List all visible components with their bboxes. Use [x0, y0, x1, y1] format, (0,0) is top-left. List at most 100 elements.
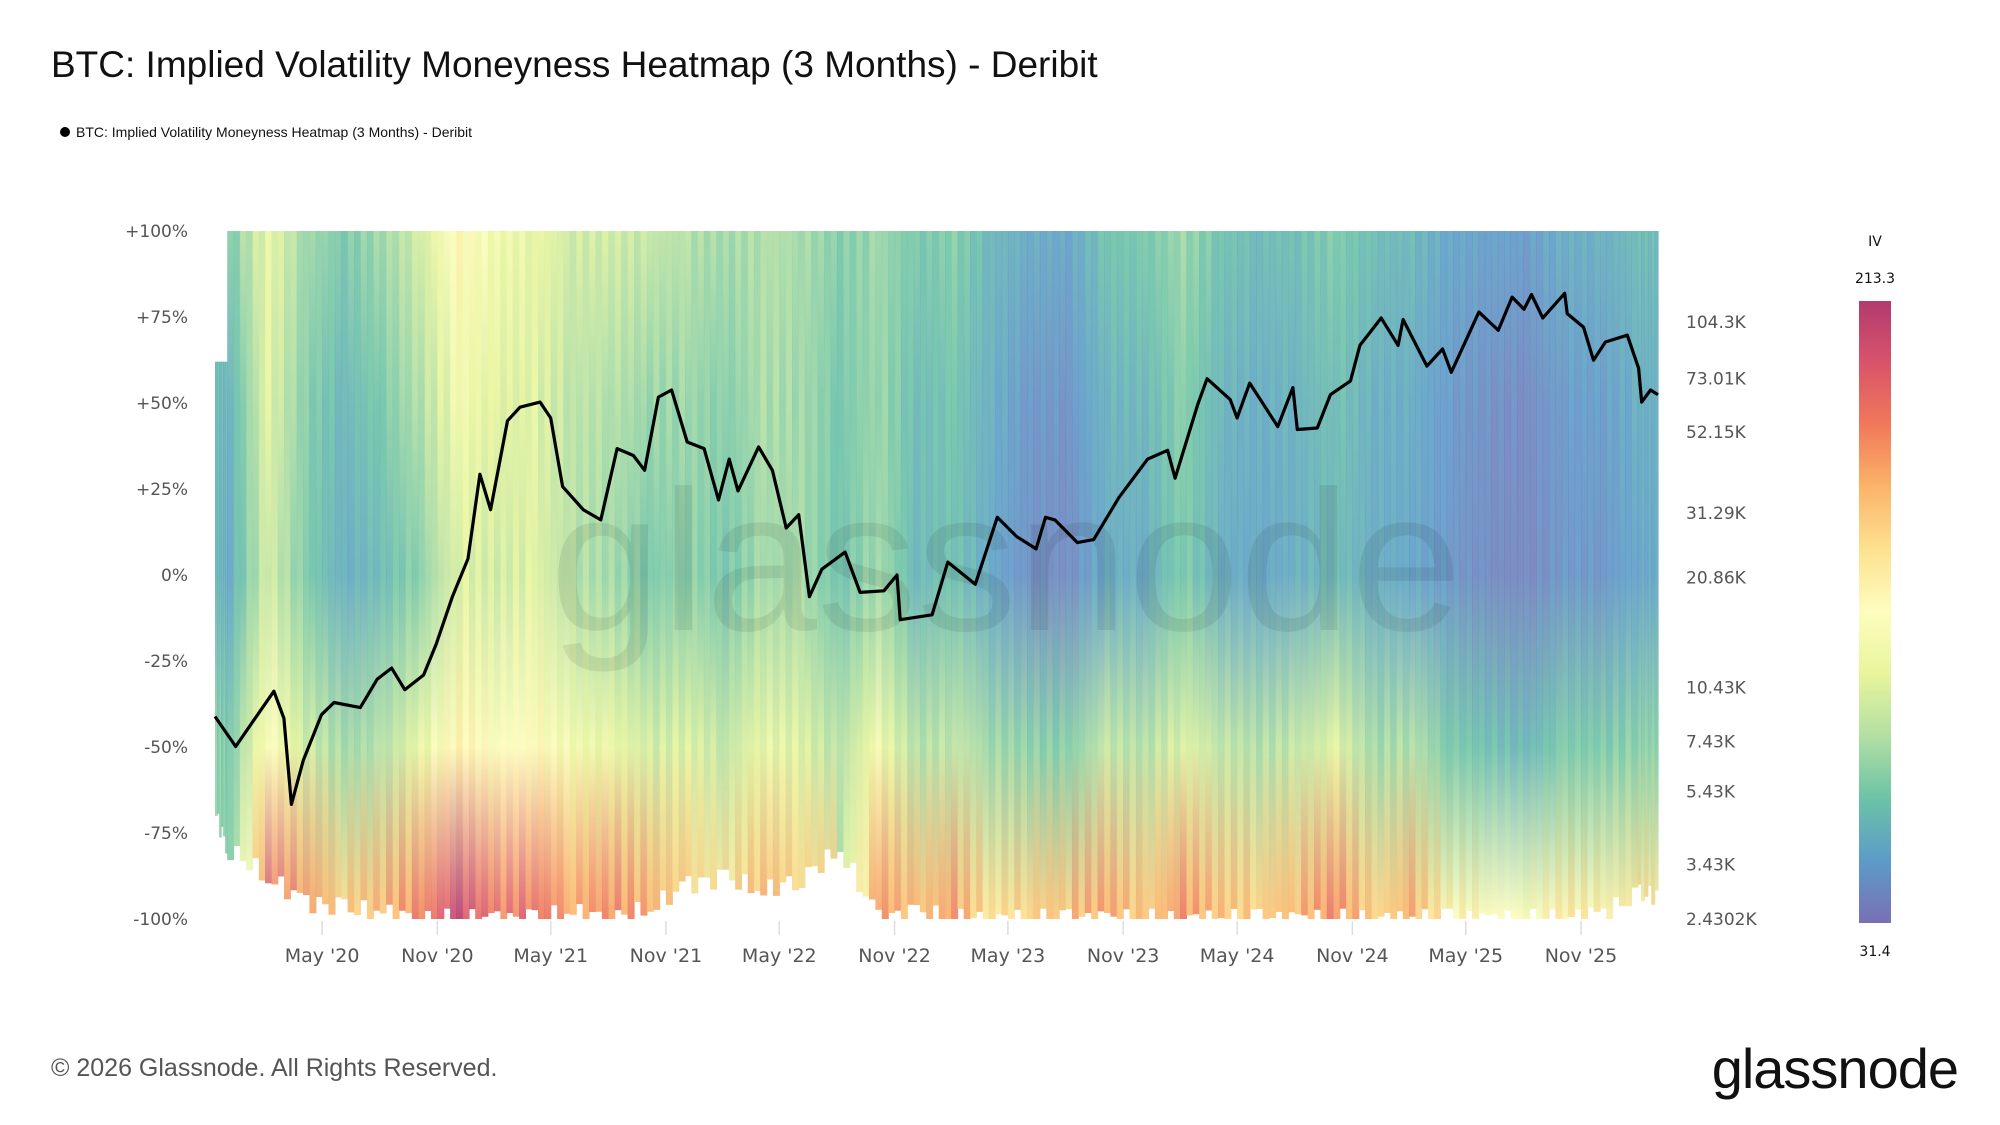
heatmap-cell — [1593, 231, 1601, 912]
heatmap-cell — [710, 231, 717, 890]
heatmap-cell — [685, 231, 692, 877]
heatmap-cell — [691, 231, 699, 894]
heatmap-cell — [1110, 231, 1118, 917]
heatmap-cell — [469, 231, 476, 910]
heatmap-cell — [1491, 231, 1499, 915]
heatmap-cell — [672, 231, 680, 892]
y-left-tick-label: -25% — [144, 652, 188, 672]
heatmap-cell — [913, 231, 921, 906]
heatmap-cell — [290, 231, 298, 891]
heatmap-cell — [582, 231, 590, 919]
heatmap-cell — [239, 231, 247, 862]
heatmap-cell — [1581, 231, 1588, 919]
y-right-tick-label: 3.43K — [1686, 855, 1736, 875]
heatmap-cell — [1059, 231, 1067, 911]
heatmap-cell — [309, 231, 317, 914]
heatmap-cell — [1574, 231, 1582, 910]
x-tick-label: May '23 — [971, 945, 1046, 967]
heatmap-cell — [531, 231, 539, 911]
heatmap-cell — [1568, 231, 1576, 917]
heatmap-cell — [373, 231, 381, 911]
x-tick-label: Nov '23 — [1087, 945, 1160, 967]
heatmap-cell — [1641, 231, 1645, 902]
heatmap-cell — [785, 231, 793, 877]
x-tick-label: Nov '20 — [401, 945, 474, 967]
y-right-tick-label: 31.29K — [1686, 504, 1747, 524]
heatmap-cell — [347, 231, 355, 913]
heatmap-cell — [735, 231, 742, 890]
heatmap-cell — [1346, 231, 1353, 919]
heatmap-cell — [1186, 231, 1194, 916]
price-line-group — [213, 291, 1659, 807]
heatmap-cell — [843, 231, 851, 868]
heatmap-cell — [862, 231, 870, 897]
heatmap-cell — [271, 231, 279, 885]
heatmap-cell — [1377, 231, 1385, 917]
heatmap-cell — [1651, 231, 1656, 905]
page-title: BTC: Implied Volatility Moneyness Heatma… — [51, 44, 1098, 85]
heatmap-cell — [563, 231, 571, 914]
heatmap-cell — [1161, 231, 1169, 919]
heatmap-cell — [506, 231, 514, 913]
x-axis: May '20 Nov '20 May '21 Nov '21 May '22 Nov '… — [285, 921, 1617, 967]
heatmap-cell — [970, 231, 977, 919]
x-tick-label: May '24 — [1200, 945, 1275, 967]
heatmap-cell — [1071, 231, 1079, 919]
heatmap-cell — [569, 231, 577, 915]
colorbar-max-label: 213.3 — [1855, 271, 1895, 287]
heatmap-cell — [982, 231, 990, 919]
y-left-tick-label: 0% — [161, 566, 188, 586]
y-right-tick-label: 104.3K — [1686, 313, 1747, 333]
glassnode-logo[interactable]: glassnode — [1711, 1037, 1959, 1100]
price-line[interactable] — [213, 291, 1659, 807]
heatmap-cells — [215, 231, 1659, 919]
heatmap-cell — [1027, 231, 1034, 919]
heatmap-cell — [550, 231, 558, 906]
heatmap-cell — [1390, 231, 1398, 919]
y-left-tick-label: +100% — [125, 222, 188, 242]
heatmap-cell — [608, 231, 616, 919]
heatmap-cell — [1453, 231, 1460, 919]
heatmap-cell — [1561, 231, 1569, 919]
colorbar-scale — [1859, 301, 1891, 923]
heatmap-cell — [747, 231, 755, 894]
heatmap-cell — [1020, 231, 1028, 919]
heatmap-cell — [1039, 231, 1047, 909]
heatmap-cell — [246, 231, 254, 871]
heatmap-cell — [1307, 231, 1315, 919]
heatmap-cell — [875, 231, 883, 910]
heatmap-cell — [932, 231, 940, 906]
heatmap-cell — [284, 231, 291, 900]
heatmap-cell — [1256, 231, 1264, 909]
heatmap-cell — [223, 361, 226, 837]
heatmap-cell — [386, 231, 394, 905]
legend[interactable]: BTC: Implied Volatility Moneyness Heatma… — [60, 124, 472, 140]
heatmap-cell — [817, 231, 825, 873]
heatmap-cell — [1142, 231, 1150, 919]
heatmap-cell — [1237, 231, 1245, 919]
heatmap-cell — [900, 231, 908, 919]
heatmap-cell — [621, 231, 629, 915]
heatmap-cell — [411, 231, 419, 919]
heatmap-cell — [418, 231, 426, 919]
heatmap-cell — [1427, 231, 1435, 919]
heatmap-cell — [716, 231, 724, 870]
y-left-tick-label: -50% — [144, 738, 188, 758]
watermark: glassnode — [550, 450, 1462, 673]
heatmap-cell — [519, 231, 526, 919]
heatmap-cell — [1510, 231, 1518, 919]
heatmap-cell — [988, 231, 996, 919]
y-right-tick-label: 52.15K — [1686, 423, 1747, 443]
y-axis-left: +100% +75% +50% +25% 0% -25% -50% -75% -100% — [125, 222, 188, 930]
legend-dot-icon — [60, 127, 70, 137]
heatmap-cell — [1654, 231, 1659, 891]
heatmap-cell — [431, 231, 438, 919]
heatmap-cell — [1516, 231, 1524, 919]
heatmap-cell — [576, 231, 584, 904]
heatmap-cell — [1529, 231, 1537, 909]
heatmap-cell — [1230, 231, 1238, 909]
heatmap-cell — [1465, 231, 1473, 911]
heatmap-cell — [1123, 231, 1131, 910]
heatmap-cell — [678, 231, 686, 882]
